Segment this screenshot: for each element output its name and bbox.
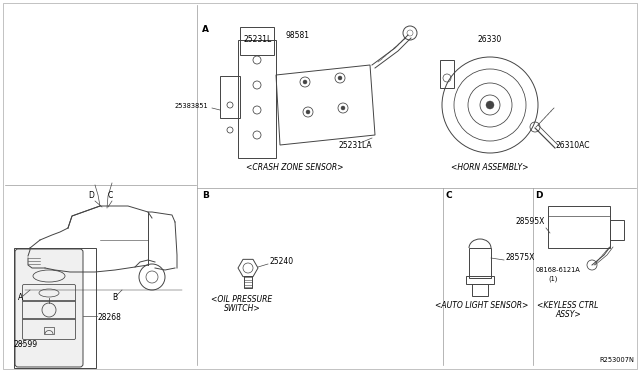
Text: <KEYLESS CTRL: <KEYLESS CTRL bbox=[538, 301, 598, 310]
Text: <OIL PRESSURE: <OIL PRESSURE bbox=[211, 295, 273, 304]
Text: 25240: 25240 bbox=[270, 257, 294, 266]
Circle shape bbox=[341, 106, 345, 110]
FancyBboxPatch shape bbox=[15, 249, 83, 367]
Text: D: D bbox=[535, 191, 543, 200]
Text: (1): (1) bbox=[548, 276, 557, 282]
Text: D: D bbox=[88, 191, 94, 200]
Text: <AUTO LIGHT SENSOR>: <AUTO LIGHT SENSOR> bbox=[435, 301, 529, 310]
Circle shape bbox=[306, 110, 310, 114]
Bar bbox=[220, 76, 240, 118]
Bar bbox=[44, 327, 54, 334]
Text: A: A bbox=[18, 293, 23, 302]
Circle shape bbox=[303, 80, 307, 84]
Text: R253007N: R253007N bbox=[599, 357, 634, 363]
Text: <HORN ASSEMBLY>: <HORN ASSEMBLY> bbox=[451, 163, 529, 172]
Text: B: B bbox=[112, 293, 117, 302]
Text: C: C bbox=[108, 191, 113, 200]
Bar bbox=[440, 60, 454, 88]
Text: 25231L: 25231L bbox=[244, 35, 272, 44]
Circle shape bbox=[338, 76, 342, 80]
Text: SWITCH>: SWITCH> bbox=[223, 304, 260, 313]
Text: 08168-6121A: 08168-6121A bbox=[536, 267, 580, 273]
Bar bbox=[610, 220, 624, 240]
Text: 28599: 28599 bbox=[14, 340, 38, 349]
Text: C: C bbox=[446, 191, 452, 200]
Text: 28595X: 28595X bbox=[516, 217, 545, 226]
Bar bbox=[240, 27, 274, 55]
Text: 26310AC: 26310AC bbox=[556, 141, 591, 150]
Text: 98581: 98581 bbox=[286, 31, 310, 40]
Text: 25231LA: 25231LA bbox=[338, 141, 372, 150]
Text: ASSY>: ASSY> bbox=[555, 310, 581, 319]
Bar bbox=[548, 206, 610, 248]
Text: 25383851: 25383851 bbox=[174, 103, 208, 109]
Circle shape bbox=[486, 101, 494, 109]
Bar bbox=[238, 40, 276, 158]
Text: A: A bbox=[202, 25, 209, 34]
Text: 26330: 26330 bbox=[478, 35, 502, 44]
Bar bbox=[469, 248, 491, 278]
Bar bbox=[244, 276, 252, 288]
Bar bbox=[466, 276, 494, 284]
Text: 28268: 28268 bbox=[98, 313, 122, 322]
Text: <CRASH ZONE SENSOR>: <CRASH ZONE SENSOR> bbox=[246, 163, 344, 172]
Bar bbox=[472, 284, 488, 296]
Bar bbox=[14, 248, 96, 368]
Text: 28575X: 28575X bbox=[506, 253, 536, 262]
Text: B: B bbox=[202, 191, 209, 200]
